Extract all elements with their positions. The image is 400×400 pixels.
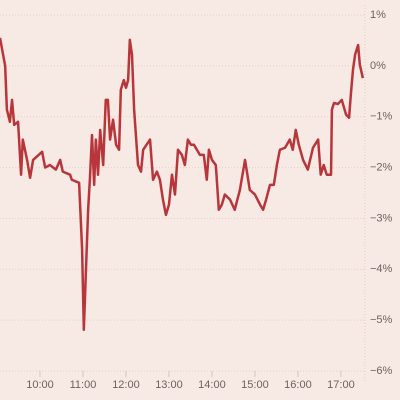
x-tick-label: 11:00 bbox=[70, 379, 97, 391]
y-tick-label: −4% bbox=[370, 263, 393, 275]
x-tick-label: 12:00 bbox=[112, 379, 140, 391]
y-tick-label: −3% bbox=[370, 212, 393, 224]
y-tick-label: −1% bbox=[370, 111, 393, 123]
line bbox=[0, 37, 365, 332]
y-tick-label: 0% bbox=[370, 60, 386, 72]
y-tick-label: −5% bbox=[370, 314, 393, 326]
y-tick-label: 1% bbox=[370, 9, 386, 21]
x-tick-label: 16:00 bbox=[284, 379, 312, 391]
y-tick-label: −2% bbox=[370, 161, 393, 173]
x-tick-label: 10:00 bbox=[26, 379, 54, 391]
x-tick-label: 13:00 bbox=[155, 379, 183, 391]
x-tick-label: 14:00 bbox=[198, 379, 226, 391]
y-tick-label: −6% bbox=[370, 365, 393, 377]
x-tick-label: 17:00 bbox=[327, 379, 355, 391]
x-tick-label: 15:00 bbox=[241, 379, 269, 391]
